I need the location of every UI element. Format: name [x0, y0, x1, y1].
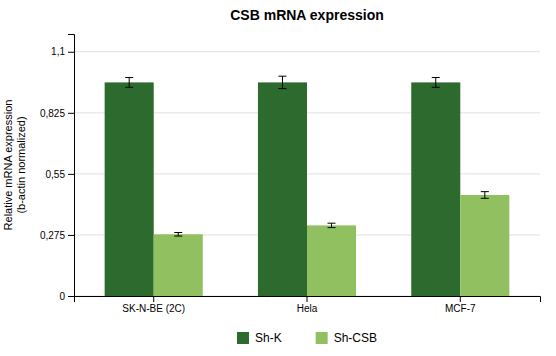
y-tick-mark: [68, 296, 74, 297]
error-bar: [328, 223, 336, 227]
y-tick: 0,825: [40, 108, 74, 119]
bar: [307, 225, 356, 296]
bar: [460, 195, 509, 296]
y-axis-title-line: (b-actin normalized): [15, 116, 27, 213]
error-bar: [174, 232, 182, 236]
error-bar: [481, 192, 489, 199]
y-tick-label: 0,55: [46, 169, 66, 180]
y-axis-title-line: Relative mRNA expression: [2, 100, 14, 231]
series: [154, 192, 510, 296]
y-axis: 0 0,275 0,55 0,825 1,1: [40, 35, 75, 302]
bar: [411, 82, 460, 296]
legend-item: Sh-K: [237, 331, 282, 345]
x-tick: Hela: [297, 296, 318, 314]
chart: 0 0,275 0,55 0,825 1,1 SK-N-BE (2C) Hela MCF-7 R…: [0, 0, 556, 356]
x-tick-mark: [460, 296, 461, 302]
y-tick-label: 0,825: [40, 108, 65, 119]
y-axis-title: Relative mRNA expression(b-actin normali…: [2, 100, 27, 231]
bar: [154, 234, 203, 296]
y-tick-mark: [68, 174, 74, 175]
error-bar: [432, 78, 440, 88]
x-axis: SK-N-BE (2C) Hela MCF-7: [75, 296, 541, 314]
x-tick-label: SK-N-BE (2C): [122, 303, 185, 314]
y-tick-mark: [68, 235, 74, 236]
series: [105, 76, 461, 296]
y-tick: 1,1: [51, 46, 74, 57]
plot: 0 0,275 0,55 0,825 1,1 SK-N-BE (2C) Hela MCF-7 R…: [2, 35, 541, 315]
legend: Sh-K Sh-CSB: [237, 331, 377, 345]
legend-swatch: [316, 332, 328, 344]
title: CSB mRNA expression: [230, 7, 384, 23]
y-tick-label: 1,1: [51, 46, 65, 57]
error-bar: [125, 78, 133, 88]
marks: [105, 76, 510, 296]
y-axis-line: [68, 35, 75, 297]
legend-item: Sh-CSB: [316, 331, 377, 345]
bar: [105, 82, 154, 296]
y-tick-label: 0,275: [40, 230, 65, 241]
error-bar: [278, 76, 286, 88]
x-tick-mark: [153, 296, 154, 302]
x-axis-line: [75, 297, 541, 303]
y-tick-label: 0: [59, 291, 65, 302]
x-tick-label: MCF-7: [445, 303, 476, 314]
y-tick: 0: [59, 291, 74, 302]
legend-label: Sh-K: [255, 331, 282, 345]
grid: [74, 52, 540, 296]
x-tick: MCF-7: [445, 296, 476, 314]
x-tick-label: Hela: [297, 303, 318, 314]
legend-swatch: [237, 332, 249, 344]
y-tick: 0,55: [46, 169, 74, 180]
y-tick-mark: [68, 52, 74, 53]
y-tick-mark: [68, 113, 74, 114]
grid-line: [74, 51, 540, 52]
x-tick: SK-N-BE (2C): [122, 296, 185, 314]
x-tick-mark: [307, 296, 308, 302]
bar: [258, 82, 307, 296]
legend-label: Sh-CSB: [334, 331, 377, 345]
y-tick: 0,275: [40, 230, 74, 241]
